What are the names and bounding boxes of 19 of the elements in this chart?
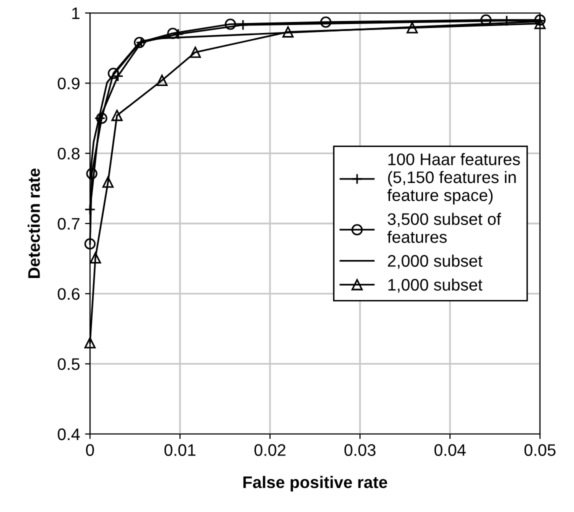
- y-tick-label: 0.7: [58, 218, 80, 230]
- legend-label: 2,000 subset: [388, 254, 482, 269]
- y-axis-title: Detection rate: [28, 168, 40, 278]
- x-tick-label: 0.05: [524, 444, 556, 456]
- x-tick-label: 0: [86, 444, 94, 456]
- x-tick-label: 0.01: [164, 444, 196, 456]
- x-tick-label: 0.02: [254, 444, 286, 456]
- y-tick-label: 0.9: [58, 78, 80, 90]
- legend-label: 1,000 subset: [388, 278, 482, 293]
- x-axis-title: False positive rate: [243, 476, 388, 492]
- y-tick-label: 0.5: [58, 358, 80, 370]
- y-tick-label: 0.6: [58, 288, 80, 300]
- y-tick-label: 0.4: [58, 428, 80, 440]
- x-tick-label: 0.04: [434, 444, 466, 456]
- y-tick-label: 1: [72, 8, 80, 20]
- legend-label: 3,500 subset of features: [387, 212, 502, 243]
- x-tick-label: 0.03: [344, 444, 376, 456]
- legend-label: 100 Haar features (5,150 features in feature space): [387, 153, 520, 204]
- y-tick-label: 0.8: [58, 148, 80, 160]
